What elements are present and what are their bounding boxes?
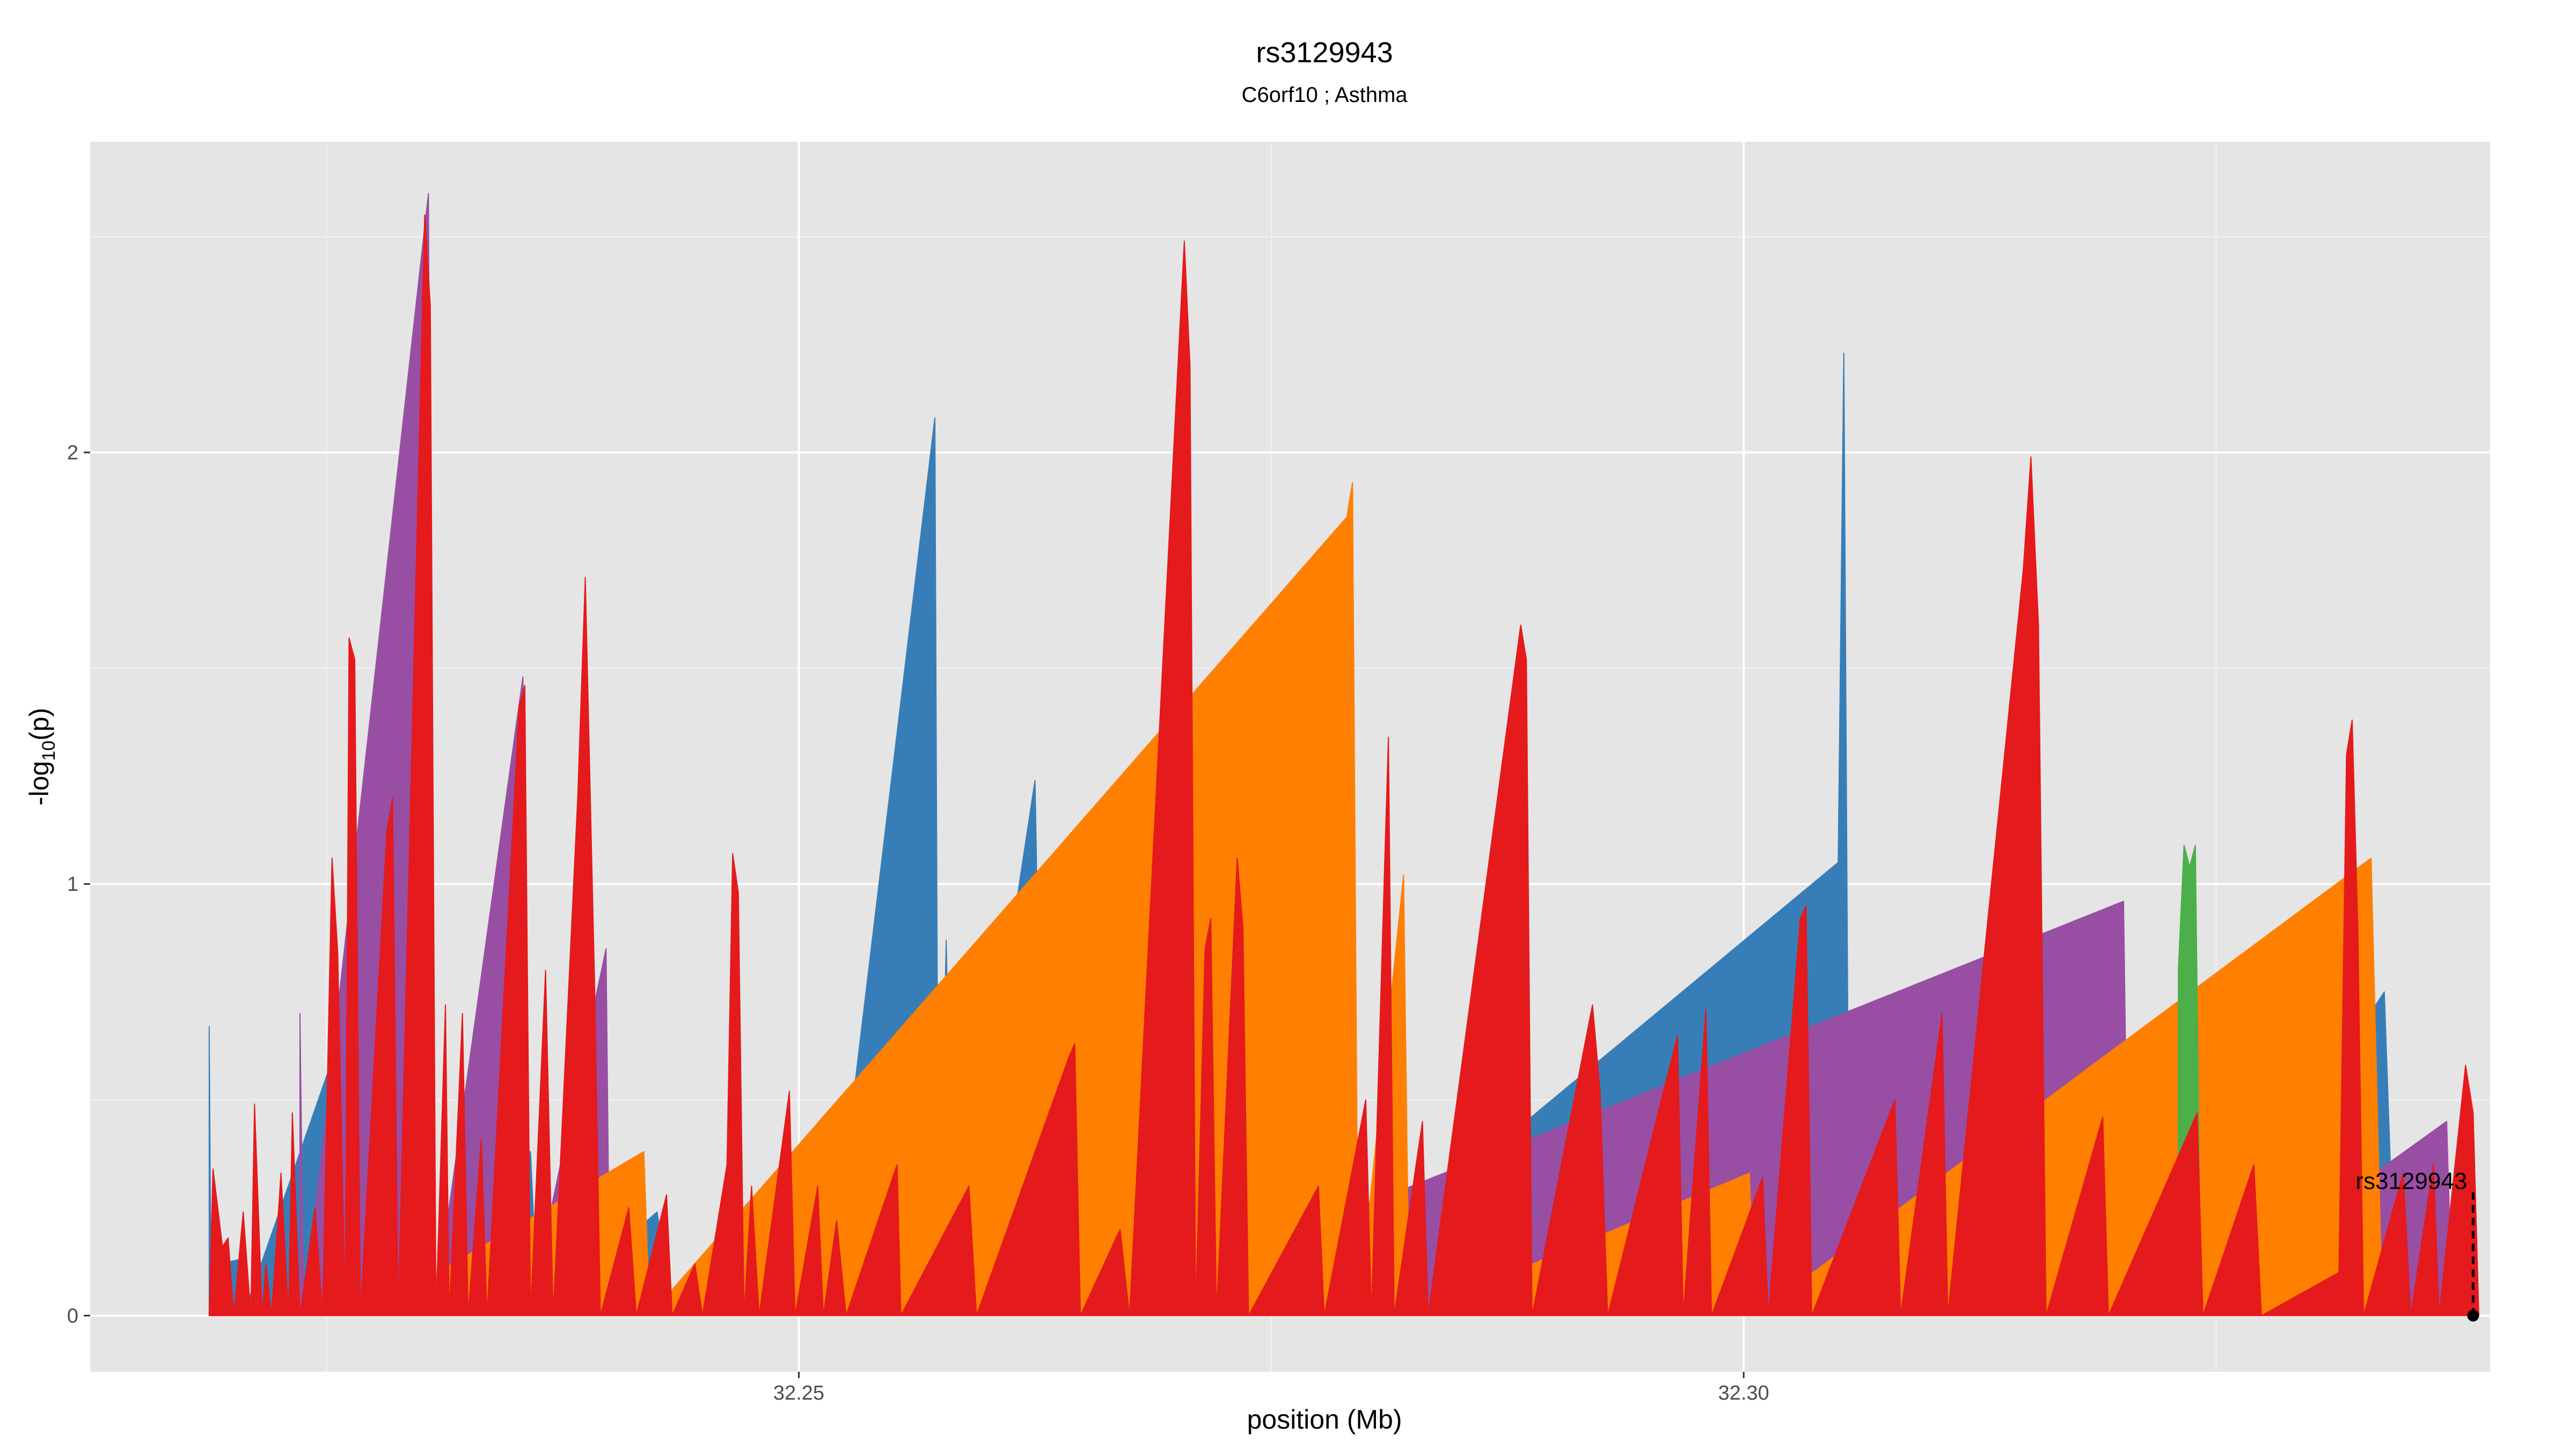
chart-subtitle: C6orf10 ; Asthma (1241, 83, 1408, 107)
data-areas (208, 193, 2479, 1316)
y-axis: 0 1 2 (67, 442, 90, 1327)
y-axis-title-subscript: 10 (39, 741, 59, 761)
y-tick-label: 2 (67, 442, 78, 464)
highlight-point (2467, 1309, 2479, 1322)
chart-title: rs3129943 (1256, 36, 1393, 69)
y-axis-title-tail: (p) (24, 708, 54, 741)
x-axis: 32.25 32.30 (773, 1372, 1769, 1404)
area-series-red (208, 214, 2479, 1316)
y-tick-label: 0 (67, 1305, 78, 1327)
x-axis-title: position (Mb) (1247, 1404, 1402, 1435)
y-axis-title: -log10(p) (24, 708, 59, 806)
y-tick-label: 1 (67, 873, 78, 896)
highlight-label: rs3129943 (2355, 1168, 2467, 1194)
x-tick-label: 32.25 (773, 1382, 824, 1404)
y-axis-title-main: -log (24, 761, 54, 806)
highlighted-snp: rs3129943 (2355, 1168, 2479, 1322)
x-tick-label: 32.30 (1718, 1382, 1769, 1404)
